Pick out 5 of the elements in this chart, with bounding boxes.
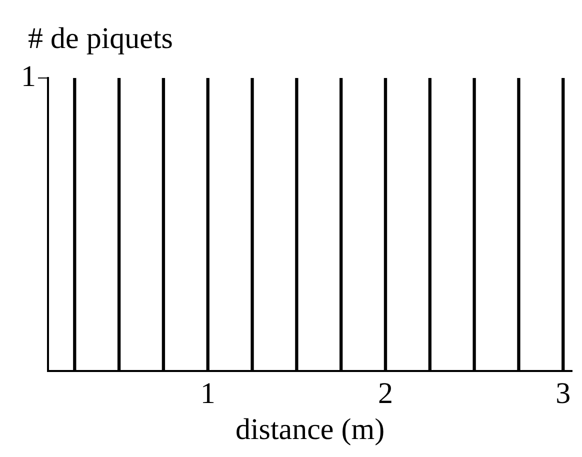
x-tick-label: 2 bbox=[378, 376, 393, 410]
x-tick-label: 3 bbox=[556, 376, 571, 410]
x-tick-label: 1 bbox=[200, 376, 216, 410]
y-axis-title: # de piquets bbox=[28, 22, 173, 56]
x-axis-title: distance (m) bbox=[235, 412, 385, 446]
